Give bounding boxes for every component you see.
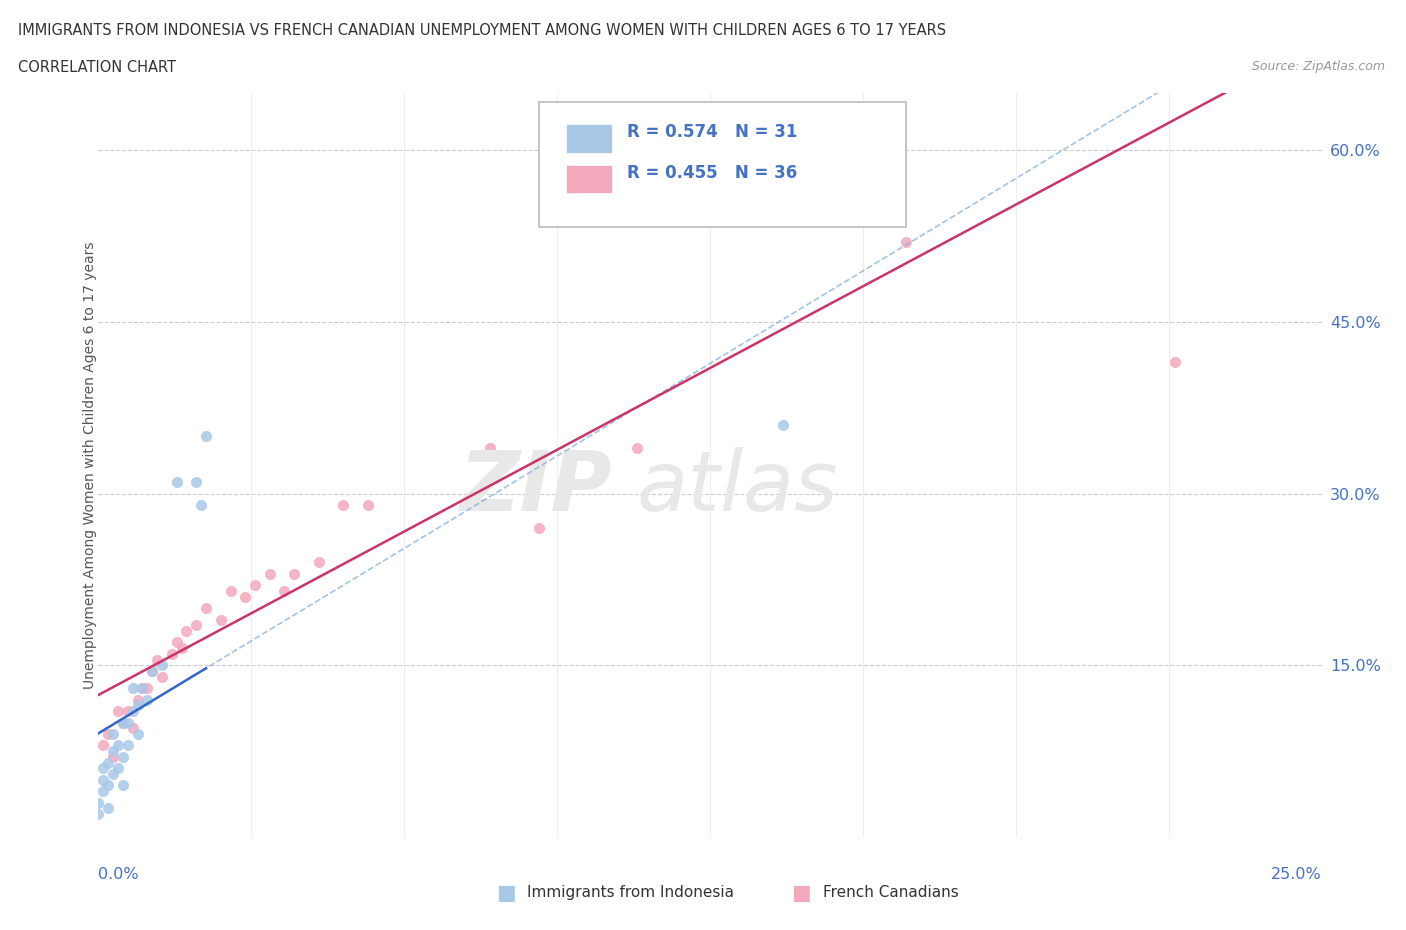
Point <box>209 612 232 627</box>
Text: ZIP: ZIP <box>460 446 612 528</box>
Text: ■: ■ <box>792 883 811 903</box>
Text: Source: ZipAtlas.com: Source: ZipAtlas.com <box>1251 60 1385 73</box>
Point <box>127 692 149 707</box>
Point <box>101 766 124 781</box>
Point <box>146 652 169 667</box>
Point <box>243 578 266 592</box>
Text: 0.0%: 0.0% <box>98 867 139 882</box>
Point <box>136 692 159 707</box>
Point <box>283 566 305 581</box>
Point <box>332 498 354 512</box>
Text: atlas: atlas <box>637 446 838 528</box>
Text: R = 0.574   N = 31: R = 0.574 N = 31 <box>627 124 797 141</box>
Point <box>107 704 129 719</box>
Point <box>190 498 212 512</box>
Point <box>87 806 110 821</box>
Text: IMMIGRANTS FROM INDONESIA VS FRENCH CANADIAN UNEMPLOYMENT AMONG WOMEN WITH CHILD: IMMIGRANTS FROM INDONESIA VS FRENCH CANA… <box>18 23 946 38</box>
Point <box>166 635 188 650</box>
Point <box>101 750 124 764</box>
Point <box>186 474 208 489</box>
Point <box>259 566 281 581</box>
Point <box>117 704 139 719</box>
FancyBboxPatch shape <box>538 102 905 227</box>
Point <box>107 738 129 753</box>
Point <box>772 418 794 432</box>
Point <box>121 681 143 696</box>
Point <box>121 721 143 736</box>
Point <box>91 761 114 776</box>
Point <box>117 738 139 753</box>
Point <box>97 801 120 816</box>
Point <box>87 795 110 810</box>
Point <box>141 664 163 679</box>
Point <box>356 498 378 512</box>
FancyBboxPatch shape <box>565 125 612 153</box>
Point <box>219 583 242 598</box>
Point <box>117 715 139 730</box>
Text: R = 0.455   N = 36: R = 0.455 N = 36 <box>627 165 797 182</box>
Point <box>186 618 208 632</box>
Text: ■: ■ <box>496 883 516 903</box>
Point <box>150 658 173 672</box>
Point <box>111 715 134 730</box>
Point <box>111 715 134 730</box>
Point <box>111 750 134 764</box>
Point <box>150 670 173 684</box>
Point <box>170 641 193 656</box>
Point <box>121 704 143 719</box>
FancyBboxPatch shape <box>565 166 612 193</box>
Point <box>894 234 917 249</box>
Point <box>723 177 745 192</box>
Point <box>101 744 124 759</box>
Point <box>127 698 149 712</box>
Point <box>101 726 124 741</box>
Point <box>1164 354 1187 369</box>
Point <box>141 664 163 679</box>
Point <box>626 441 648 456</box>
Point <box>166 474 188 489</box>
Point <box>97 726 120 741</box>
Point <box>97 778 120 793</box>
Point <box>195 429 218 444</box>
Text: 25.0%: 25.0% <box>1271 867 1322 882</box>
Point <box>97 755 120 770</box>
Point <box>273 583 295 598</box>
Point <box>233 590 256 604</box>
Point <box>131 681 153 696</box>
Point <box>91 784 114 799</box>
Point <box>772 143 794 158</box>
Point <box>107 761 129 776</box>
Point <box>478 441 501 456</box>
Point <box>308 555 330 570</box>
Point <box>131 681 153 696</box>
Point <box>91 738 114 753</box>
Point <box>127 726 149 741</box>
Text: CORRELATION CHART: CORRELATION CHART <box>18 60 176 75</box>
Point <box>136 681 159 696</box>
Point <box>160 646 183 661</box>
Point <box>111 778 134 793</box>
Text: Immigrants from Indonesia: Immigrants from Indonesia <box>527 885 734 900</box>
Y-axis label: Unemployment Among Women with Children Ages 6 to 17 years: Unemployment Among Women with Children A… <box>83 241 97 689</box>
Point <box>176 623 198 638</box>
Text: French Canadians: French Canadians <box>823 885 959 900</box>
Point <box>91 772 114 787</box>
Point <box>527 521 550 536</box>
Point <box>195 601 218 616</box>
